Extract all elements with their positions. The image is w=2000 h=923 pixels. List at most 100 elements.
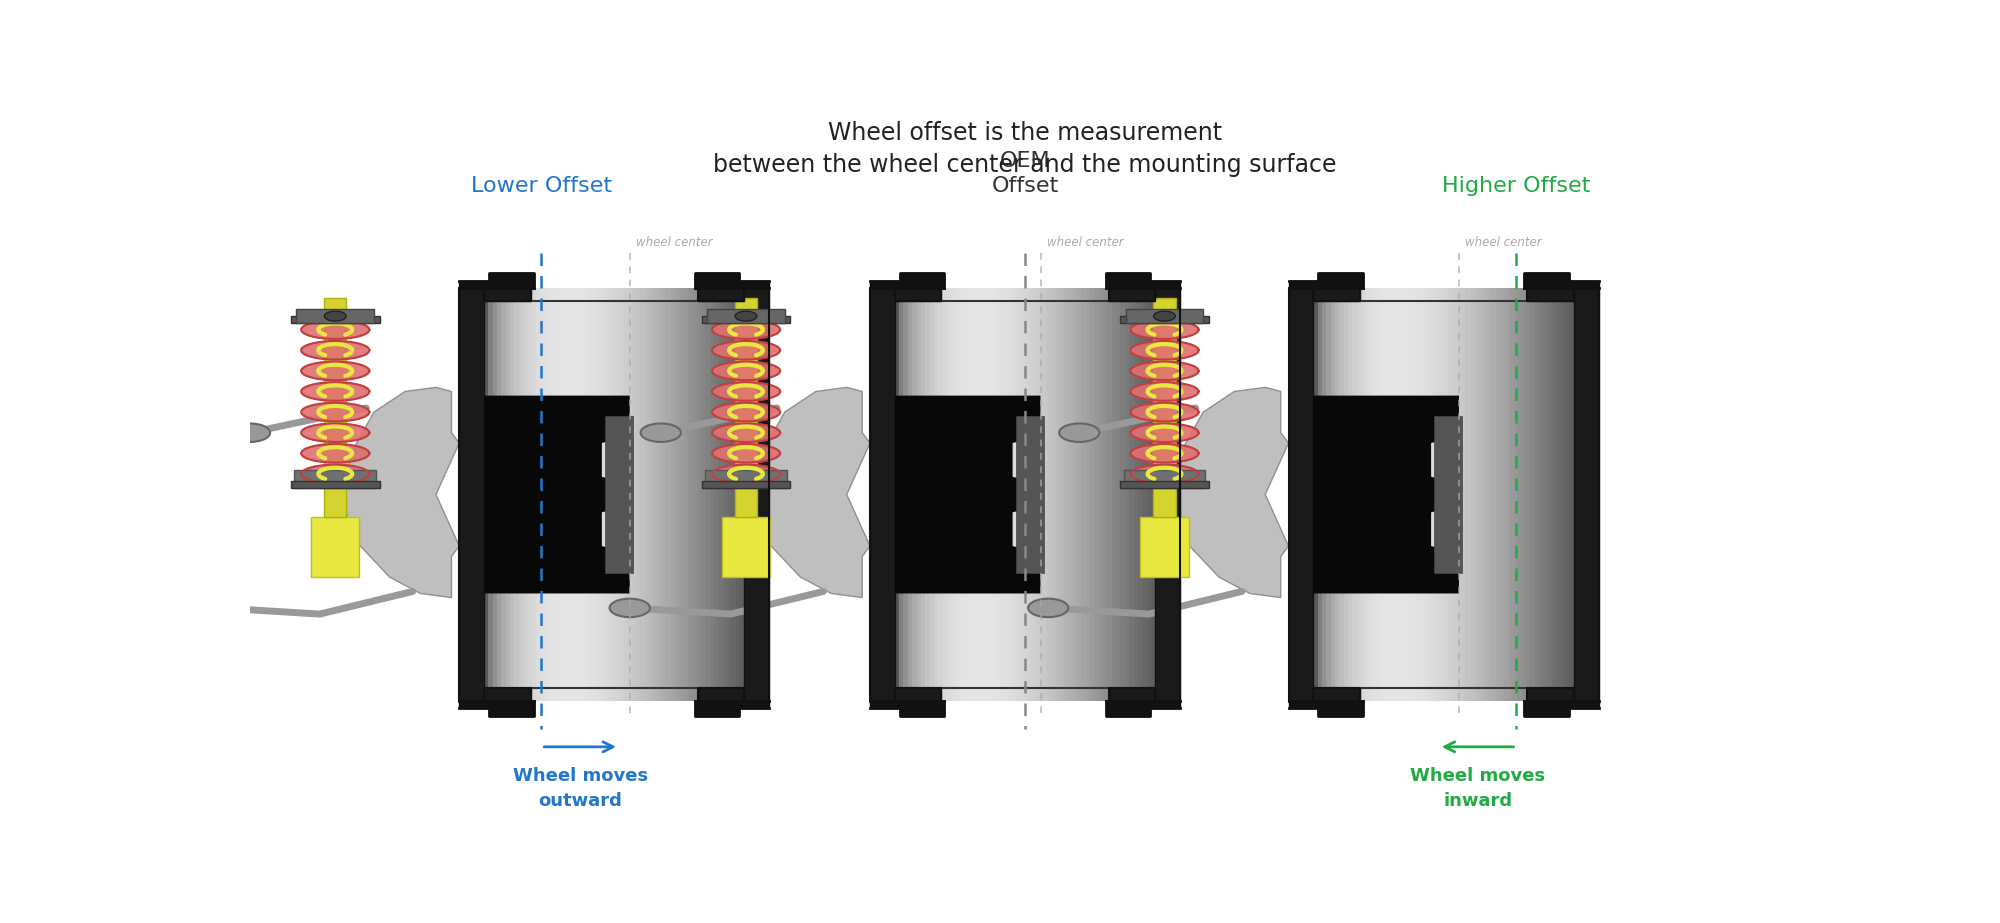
Bar — [1526, 288, 1532, 701]
Polygon shape — [870, 288, 894, 701]
Bar — [524, 288, 528, 701]
Bar — [942, 288, 948, 701]
Bar — [290, 481, 380, 487]
Circle shape — [610, 599, 650, 617]
Bar — [1486, 288, 1492, 701]
Bar — [1326, 288, 1332, 701]
Polygon shape — [1524, 701, 1598, 716]
Bar — [904, 288, 910, 701]
Bar — [618, 288, 624, 701]
Bar — [1034, 288, 1040, 701]
Bar — [1042, 288, 1048, 701]
Polygon shape — [344, 388, 460, 597]
Bar — [1314, 288, 1320, 701]
Bar — [1518, 288, 1524, 701]
Bar — [1566, 288, 1570, 701]
Polygon shape — [1574, 288, 1598, 701]
Bar — [722, 288, 728, 701]
Polygon shape — [302, 402, 370, 422]
Bar — [1108, 288, 1114, 701]
Bar — [1060, 288, 1066, 701]
Bar — [1452, 288, 1458, 701]
Bar — [584, 288, 590, 701]
Bar — [1020, 288, 1026, 701]
Polygon shape — [1288, 288, 1314, 701]
Bar — [734, 298, 758, 517]
Circle shape — [198, 599, 240, 617]
Polygon shape — [712, 362, 780, 380]
Bar — [920, 288, 926, 701]
Bar — [1544, 288, 1550, 701]
Bar — [1448, 288, 1454, 701]
Polygon shape — [302, 464, 370, 484]
Polygon shape — [870, 701, 944, 716]
Bar — [1556, 288, 1562, 701]
Polygon shape — [1172, 388, 1288, 597]
Bar — [710, 288, 716, 701]
Bar — [1366, 288, 1372, 701]
Bar — [978, 288, 984, 701]
Bar — [688, 288, 694, 701]
Bar — [1140, 517, 1188, 577]
Bar — [1016, 416, 1044, 573]
Polygon shape — [1288, 273, 1362, 288]
Bar — [1142, 288, 1148, 701]
Bar — [662, 288, 668, 701]
Bar — [1478, 288, 1484, 701]
Bar — [1530, 288, 1536, 701]
Bar — [632, 288, 638, 701]
Bar — [1038, 288, 1044, 701]
Bar — [596, 288, 602, 701]
Bar — [636, 288, 642, 701]
Bar — [926, 288, 932, 701]
Bar — [1426, 288, 1432, 701]
Bar — [1120, 316, 1208, 323]
Bar — [676, 288, 680, 701]
Bar — [1030, 288, 1036, 701]
Bar — [1068, 288, 1074, 701]
Bar — [1330, 288, 1336, 701]
Bar — [1124, 288, 1130, 701]
Polygon shape — [698, 688, 744, 701]
Bar — [722, 517, 770, 577]
Bar — [550, 288, 556, 701]
Bar — [1500, 288, 1506, 701]
Polygon shape — [894, 688, 942, 701]
Circle shape — [1154, 311, 1176, 321]
Bar — [946, 288, 952, 701]
Text: Wheel moves: Wheel moves — [1410, 767, 1546, 785]
Text: inward: inward — [1444, 792, 1512, 809]
Bar — [576, 288, 582, 701]
Bar — [510, 288, 516, 701]
Bar — [488, 288, 494, 701]
Bar — [628, 288, 634, 701]
Bar — [1570, 288, 1576, 701]
Bar — [566, 288, 572, 701]
Bar — [1134, 288, 1140, 701]
Polygon shape — [1130, 464, 1198, 484]
Bar — [894, 288, 900, 701]
Polygon shape — [1108, 288, 1156, 301]
Bar — [290, 316, 380, 323]
Text: Wheel moves: Wheel moves — [512, 767, 648, 785]
Text: wheel center: wheel center — [1466, 236, 1542, 249]
Polygon shape — [1108, 688, 1156, 701]
Polygon shape — [712, 444, 780, 462]
Bar — [588, 288, 594, 701]
Text: wheel center: wheel center — [1046, 236, 1124, 249]
Bar — [580, 288, 586, 701]
Bar — [1008, 288, 1014, 701]
Bar — [1056, 288, 1062, 701]
Polygon shape — [754, 388, 870, 597]
Text: between the wheel center and the mounting surface: between the wheel center and the mountin… — [714, 153, 1336, 177]
Bar — [602, 288, 608, 701]
Polygon shape — [894, 288, 942, 301]
Bar — [544, 288, 550, 701]
Bar — [1094, 288, 1100, 701]
Bar — [1024, 288, 1030, 701]
Polygon shape — [694, 273, 770, 288]
Polygon shape — [1106, 273, 1180, 288]
Bar — [592, 288, 598, 701]
Bar — [1120, 481, 1208, 487]
Bar — [740, 288, 746, 701]
